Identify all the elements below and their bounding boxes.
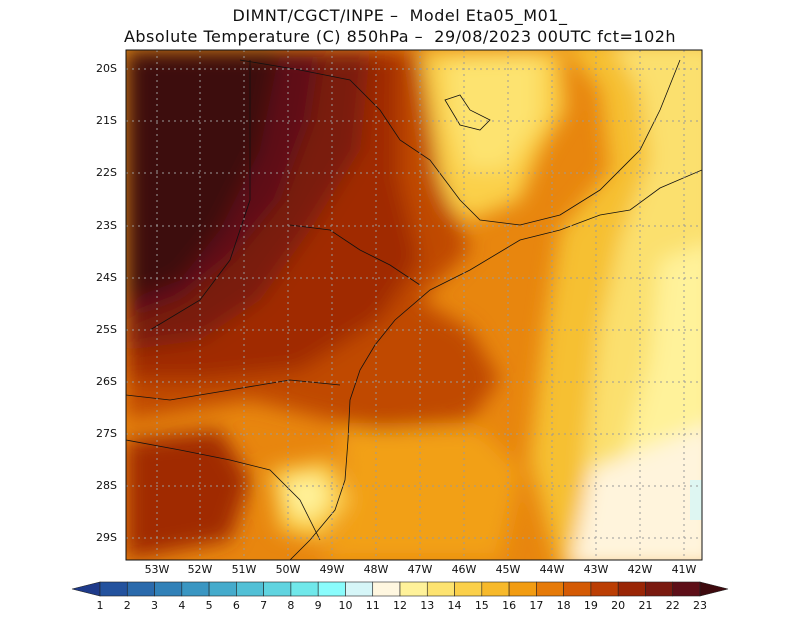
state-border-sp-mg xyxy=(239,59,521,226)
lat-label: 20S xyxy=(96,62,117,75)
lat-label: 29S xyxy=(96,531,117,544)
lon-label: 53W xyxy=(144,563,170,576)
colorbar-label: 19 xyxy=(583,599,598,612)
colorbar-label: 18 xyxy=(556,599,571,612)
colorbar-cell xyxy=(454,581,483,597)
colorbar-cell xyxy=(181,581,210,597)
colorbar-label: 12 xyxy=(393,599,407,612)
colorbar-cell xyxy=(617,581,646,597)
colorbar-cell xyxy=(508,581,537,597)
colorbar-cell xyxy=(563,581,592,597)
colorbar xyxy=(71,581,729,597)
colorbar-label: 8 xyxy=(287,599,295,612)
lat-label: 26S xyxy=(96,375,117,388)
reservoir xyxy=(444,94,491,131)
colorbar-cell xyxy=(71,581,101,597)
state-border-sp-pr xyxy=(289,224,421,286)
colorbar-label: 10 xyxy=(338,599,353,612)
lon-label: 52W xyxy=(187,563,213,576)
lat-lon-grid xyxy=(126,50,702,560)
colorbar-cell xyxy=(672,581,701,597)
colorbar-cell xyxy=(126,581,155,597)
lon-label: 46W xyxy=(451,563,477,576)
lat-label: 23S xyxy=(96,219,117,232)
chart-title-line-2: Absolute Temperature (C) 850hPa – 29/08/… xyxy=(123,27,677,46)
lon-label: 48W xyxy=(363,563,389,576)
colorbar-cell xyxy=(263,581,292,597)
lat-label: 21S xyxy=(96,114,117,127)
colorbar-label: 21 xyxy=(638,599,653,612)
colorbar-cell xyxy=(208,581,237,597)
field-band-10 xyxy=(690,480,702,520)
colorbar-label: 2 xyxy=(123,599,131,612)
colorbar-cell xyxy=(481,581,510,597)
colorbar-label: 7 xyxy=(260,599,268,612)
lon-label: 43W xyxy=(583,563,609,576)
lat-label: 28S xyxy=(96,479,117,492)
colorbar-label: 4 xyxy=(178,599,186,612)
colorbar-label: 17 xyxy=(529,599,544,612)
lat-label: 25S xyxy=(96,323,117,336)
state-border-ms-west xyxy=(149,60,251,331)
colorbar-label: 6 xyxy=(232,599,240,612)
colorbar-label: 15 xyxy=(474,599,489,612)
lat-label: 22S xyxy=(96,166,117,179)
lon-label: 50W xyxy=(275,563,301,576)
colorbar-cell xyxy=(99,581,128,597)
colorbar-cell xyxy=(154,581,183,597)
colorbar-label: 22 xyxy=(665,599,680,612)
lon-label: 42W xyxy=(627,563,653,576)
colorbar-cell xyxy=(345,581,374,597)
lon-label: 49W xyxy=(319,563,345,576)
lon-label: 47W xyxy=(407,563,433,576)
colorbar-label: 11 xyxy=(365,599,380,612)
lat-label: 27S xyxy=(96,427,117,440)
colorbar-cell xyxy=(236,581,264,597)
lat-label: 24S xyxy=(96,271,117,284)
state-border-mg-rj xyxy=(519,59,681,226)
colorbar-cell xyxy=(399,581,428,597)
colorbar-cell xyxy=(426,581,455,597)
lon-label: 45W xyxy=(495,563,521,576)
colorbar-cell xyxy=(290,581,319,597)
field-band-11 xyxy=(572,426,702,560)
lon-label: 41W xyxy=(671,563,697,576)
colorbar-label: 1 xyxy=(96,599,104,612)
colorbar-label: 5 xyxy=(205,599,213,612)
state-border-sc-rs xyxy=(126,439,321,541)
coastline xyxy=(289,169,702,560)
colorbar-label: 9 xyxy=(314,599,322,612)
temperature-field xyxy=(126,50,702,560)
colorbar-cell xyxy=(372,581,401,597)
coastline-borders xyxy=(126,59,702,560)
colorbar-cell xyxy=(590,581,619,597)
colorbar-label: 20 xyxy=(611,599,626,612)
field-north-cooler xyxy=(445,55,540,170)
lon-label: 44W xyxy=(539,563,565,576)
colorbar-label: 16 xyxy=(502,599,517,612)
colorbar-cell xyxy=(699,581,729,597)
colorbar-label: 14 xyxy=(447,599,462,612)
colorbar-cell xyxy=(317,581,346,597)
lon-label: 51W xyxy=(231,563,257,576)
chart-title-line-1: DIMNT/CGCT/INPE – Model Eta05_M01_ xyxy=(232,6,568,25)
colorbar-label: 3 xyxy=(151,599,159,612)
plot-frame xyxy=(125,49,703,561)
colorbar-label: 13 xyxy=(420,599,435,612)
colorbar-cell xyxy=(645,581,674,597)
field-sw-warm xyxy=(126,430,250,560)
colorbar-label: 23 xyxy=(693,599,707,612)
colorbar-cell xyxy=(536,581,564,597)
field-band-23 xyxy=(126,50,280,300)
